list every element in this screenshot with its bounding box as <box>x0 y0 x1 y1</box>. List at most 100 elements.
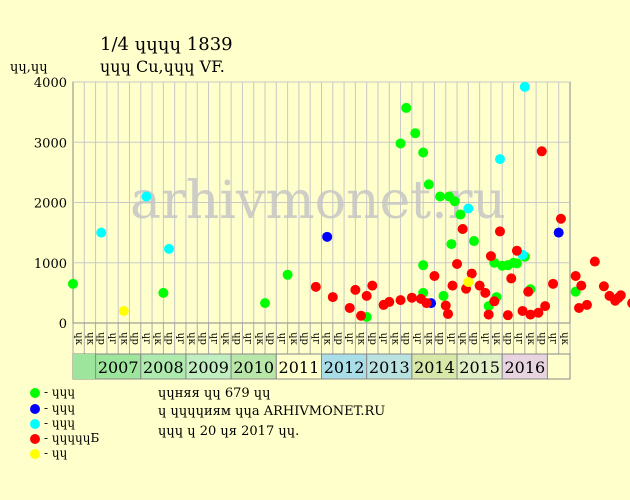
data-point <box>463 203 474 214</box>
legend-item-yellow: - ɥɥ <box>30 446 67 462</box>
quarter-label: ɥк <box>389 332 400 345</box>
data-point <box>466 268 477 279</box>
quarter-label: ɥр <box>367 332 378 345</box>
data-point <box>367 280 378 291</box>
data-point <box>435 191 446 202</box>
quarter-label: ɥг <box>209 333 220 345</box>
year-label: 2009 <box>188 358 229 377</box>
data-point <box>164 243 175 254</box>
quarter-label: ɥк <box>491 332 502 345</box>
data-point <box>553 227 564 238</box>
quarter-label: ɥр <box>536 332 547 345</box>
quarter-label: ɥг <box>243 333 254 345</box>
year-cell <box>366 353 413 380</box>
data-point <box>519 81 530 92</box>
year-label: 2008 <box>143 358 184 377</box>
legend-swatch-cyan <box>30 418 40 429</box>
year-label: 2014 <box>414 358 455 377</box>
grid <box>73 81 570 324</box>
data-point <box>429 271 440 282</box>
data-point <box>589 256 600 267</box>
data-point <box>494 226 505 237</box>
legend-label: - ɥɥɥ <box>44 401 76 415</box>
quarter-label: ɥк <box>84 332 95 345</box>
data-point <box>282 269 293 280</box>
quarter-label: ɥк <box>559 332 570 345</box>
data-point <box>322 231 333 242</box>
quarter-label: ɥр <box>231 332 242 345</box>
quarter-label: ɥг <box>141 333 152 345</box>
year-label-row: 2007 2008 2009 2010 2011 2012 2013 2014 2015 2016 <box>72 353 571 380</box>
data-point <box>410 128 421 139</box>
data-point <box>576 280 587 291</box>
data-point <box>356 310 367 321</box>
data-point <box>384 296 395 307</box>
data-point <box>395 138 406 149</box>
year-cell <box>95 353 142 380</box>
quarter-label: ɥг <box>480 333 491 345</box>
data-point <box>506 273 517 284</box>
data-point <box>581 299 592 310</box>
quarter-label: ɥг <box>276 333 287 345</box>
chart-title: 1/4 ɥɥɥɥ 1839 <box>100 34 233 55</box>
quarter-label: ɥр <box>265 332 276 345</box>
data-point <box>406 292 417 303</box>
legend-swatch-red <box>30 433 40 444</box>
data-point <box>361 290 372 301</box>
data-point <box>627 298 630 308</box>
quarter-label: ɥк <box>73 332 84 345</box>
year-cell <box>501 353 548 380</box>
year-label: 2011 <box>279 358 320 377</box>
watermark: arhivmonet.ru <box>130 171 506 231</box>
data-point <box>511 245 522 256</box>
data-point <box>158 287 169 298</box>
year-cell <box>275 353 322 380</box>
quarter-label: ɥк <box>220 332 231 345</box>
data-point <box>468 236 479 247</box>
data-point <box>555 213 566 224</box>
data-point <box>523 286 534 297</box>
quarter-label: ɥр <box>333 332 344 345</box>
quarter-label: ɥг <box>446 333 457 345</box>
quarter-label: ɥг <box>107 333 118 345</box>
data-point <box>350 284 361 295</box>
data-point <box>485 251 496 262</box>
quarter-label-row: ɥк ɥк ɥр ɥг ɥк ɥр ɥг ɥк ɥр ɥг ɥк ɥр ɥг ɥк ɥр ɥг ɥк ɥр ɥг ɥк… <box>72 322 571 354</box>
data-point <box>548 278 559 289</box>
quarter-label: ɥк <box>525 332 536 345</box>
data-point <box>463 277 474 288</box>
data-point <box>502 310 513 321</box>
data-point <box>511 258 522 269</box>
legend-item-red: - ɥɥɥɥɥБ <box>30 431 99 447</box>
legend-swatch-yellow <box>30 448 40 459</box>
quarter-label: ɥг <box>344 333 355 345</box>
y-axis-unit: ɥɥ,ɥɥ <box>10 60 48 75</box>
data-point <box>447 280 458 291</box>
quarter-label: ɥк <box>423 332 434 345</box>
quarter-label: ɥг <box>310 333 321 345</box>
data-point <box>440 300 451 311</box>
year-cell <box>140 353 187 380</box>
quarter-label: ɥг <box>412 333 423 345</box>
quarter-label: ɥр <box>299 332 310 345</box>
data-point <box>344 302 355 313</box>
data-point <box>474 280 485 291</box>
quarter-label: ɥк <box>186 332 197 345</box>
quarter-label: ɥр <box>502 332 513 345</box>
data-point <box>438 290 449 301</box>
legend-label: - ɥɥɥ <box>44 385 76 399</box>
quarter-label: ɥг <box>514 333 525 345</box>
data-point <box>260 298 271 309</box>
footer-source: ɥ ɥɥɥɥиям ɥɥа ARHIVMONET.RU <box>158 404 386 419</box>
data-point <box>525 309 536 320</box>
data-points <box>68 81 630 322</box>
quarter-label: ɥк <box>152 332 163 345</box>
legend-item-blue: - ɥɥɥ <box>30 401 75 417</box>
legend-item-cyan: - ɥɥɥ <box>30 416 75 432</box>
data-point <box>455 209 466 220</box>
data-point <box>423 179 434 190</box>
data-point <box>533 307 544 318</box>
data-point <box>141 191 152 202</box>
data-point <box>574 302 585 313</box>
quarter-label: ɥр <box>130 332 141 345</box>
